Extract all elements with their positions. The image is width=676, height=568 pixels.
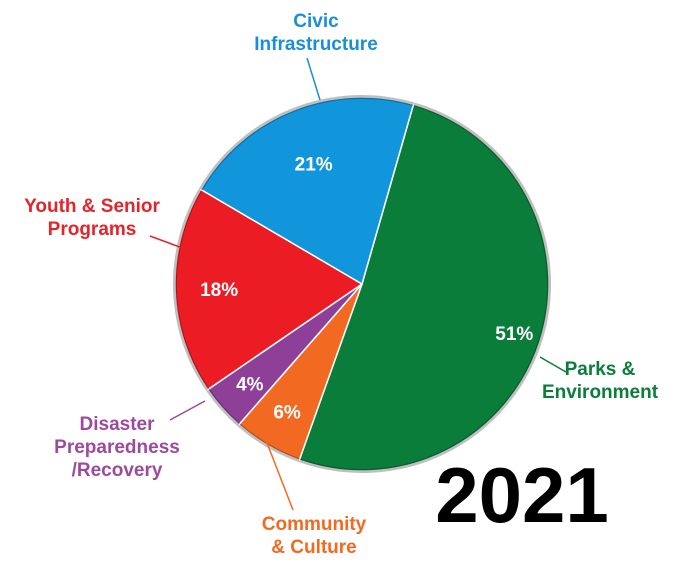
slice-category-label-line: Community — [262, 514, 367, 535]
slices-layer — [173, 95, 551, 473]
slice-category-label-line: /Recovery — [72, 460, 163, 481]
slice-category-label-line: Parks & — [565, 359, 636, 380]
pie-slice-edge-civic-infrastructure — [198, 95, 415, 191]
chart-title-year: 2021 — [435, 451, 609, 539]
slice-value-label-community-culture: 6% — [273, 403, 301, 424]
category-labels-layer: Parks & Environment Community & Culture Disa… — [24, 11, 659, 558]
slice-category-label-line: & Culture — [271, 537, 357, 558]
slice-category-label-line: Environment — [542, 382, 659, 403]
percent-labels-layer: 51% 6% 4% 18% 21% — [200, 154, 533, 423]
slice-value-label-civic-infrastructure: 21% — [295, 154, 333, 175]
slice-category-label-youth-senior-programs: Youth & Senior Programs — [24, 196, 160, 240]
leader-lines-layer — [149, 57, 567, 511]
slice-category-label-disaster-preparedness-recovery: Disaster Preparedness/Recovery — [54, 414, 180, 481]
pie-slice-civic-infrastructure — [199, 96, 415, 286]
slice-value-label-youth-senior-programs: 18% — [200, 280, 238, 301]
slice-category-label-line: Youth & Senior — [24, 196, 160, 217]
pie-slice-edge-parks-environment — [298, 102, 551, 473]
slice-category-label-parks-environment: Parks & Environment — [542, 359, 659, 403]
slice-category-label-community-culture: Community & Culture — [262, 514, 367, 558]
slice-category-label-line: Programs — [48, 219, 137, 240]
slice-category-label-line: Infrastructure — [254, 34, 378, 55]
slice-value-label-parks-environment: 51% — [495, 324, 533, 345]
leader-line-civic-infrastructure — [306, 57, 321, 101]
slice-value-label-disaster-preparedness-recovery: 4% — [236, 375, 264, 396]
slice-category-label-line: Civic — [293, 11, 339, 32]
pie-slice-edge-disaster-preparedness-recovery — [206, 388, 241, 427]
slice-category-label-line: Disaster — [80, 414, 156, 435]
leader-line-parks-environment — [539, 356, 567, 373]
leader-line-community-culture — [261, 429, 294, 511]
pie-slice-youth-senior-programs — [174, 188, 364, 391]
pie-slice-parks-environment — [298, 103, 550, 472]
pie-slice-edge-youth-senior-programs — [173, 188, 210, 391]
leader-line-youth-senior-programs — [149, 235, 186, 250]
slice-category-label-line: Preparedness — [54, 437, 180, 458]
leader-line-disaster-preparedness-recovery — [169, 400, 206, 421]
slice-category-label-civic-infrastructure: Civic Infrastructure — [254, 11, 378, 55]
